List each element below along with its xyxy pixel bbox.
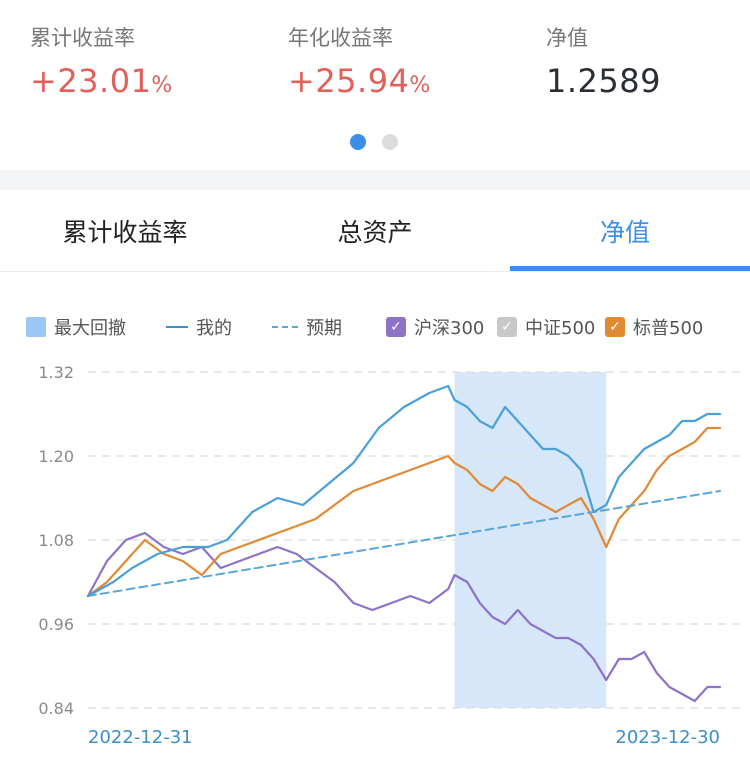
- net-value-stat[interactable]: 净值 1.2589: [546, 22, 661, 100]
- stat-label: 净值: [546, 26, 588, 50]
- legend-drawdown[interactable]: 最大回撤: [26, 313, 126, 341]
- section-divider: [0, 170, 750, 190]
- tab-bar: 累计收益率 总资产 净值: [0, 190, 750, 272]
- page-dot-2[interactable]: [382, 134, 398, 150]
- tab-cumulative-return[interactable]: 累计收益率: [62, 218, 188, 247]
- tab-total-assets[interactable]: 总资产: [337, 218, 413, 247]
- annualized-return-stat[interactable]: 年化收益率 +25.94%: [288, 22, 431, 100]
- drawdown-swatch: [26, 317, 46, 337]
- x-end-label: 2023-12-30: [615, 727, 720, 748]
- net-value-chart[interactable]: 1.32 1.20 1.08 0.96 0.84 2022-12-31 2023-12-30: [0, 350, 750, 769]
- legend-zz500[interactable]: ✓ 中证500: [497, 313, 595, 341]
- page-indicator: [350, 134, 398, 150]
- x-start-label: 2022-12-31: [88, 727, 193, 748]
- series-line-mine: [86, 384, 722, 598]
- tab-indicator: [510, 266, 750, 271]
- y-tick-label: 1.08: [38, 531, 74, 550]
- legend-expected[interactable]: 预期: [272, 313, 342, 341]
- sp500-checkbox-icon[interactable]: ✓: [605, 317, 625, 337]
- legend-label: 中证500: [525, 318, 596, 339]
- legend-label: 我的: [196, 318, 232, 339]
- stat-value: 1.2589: [546, 62, 661, 100]
- y-tick-label: 1.20: [38, 447, 74, 466]
- legend-label: 最大回撤: [54, 318, 126, 339]
- stat-value: +23.01%: [30, 62, 173, 100]
- y-tick-label: 1.32: [38, 363, 74, 382]
- series-line-hs300: [86, 531, 722, 703]
- zz500-checkbox-icon[interactable]: ✓: [497, 317, 517, 337]
- stat-value: +25.94%: [288, 62, 431, 100]
- legend-sp500[interactable]: ✓ 标普500: [605, 313, 703, 341]
- y-tick-label: 0.84: [38, 699, 74, 718]
- y-tick-label: 0.96: [38, 615, 74, 634]
- legend-label: 标普500: [633, 318, 704, 339]
- chart-legend: 最大回撤 我的 预期 ✓ 沪深300 ✓ 中证500 ✓ 标普500: [0, 313, 750, 341]
- stat-label: 累计收益率: [30, 26, 135, 50]
- legend-label: 预期: [306, 318, 342, 339]
- cumulative-return-stat[interactable]: 累计收益率 +23.01%: [30, 22, 173, 100]
- page-dot-1[interactable]: [350, 134, 366, 150]
- tab-net-value[interactable]: 净值: [599, 218, 650, 247]
- legend-hs300[interactable]: ✓ 沪深300: [386, 313, 484, 341]
- stats-panel: 累计收益率 +23.01% 年化收益率 +25.94% 净值 1.2589: [0, 0, 750, 170]
- legend-mine[interactable]: 我的: [166, 313, 232, 341]
- hs300-checkbox-icon[interactable]: ✓: [386, 317, 406, 337]
- expected-swatch: [272, 326, 298, 328]
- stat-label: 年化收益率: [288, 26, 393, 50]
- series-line-expected: [87, 490, 721, 597]
- mine-swatch: [166, 326, 188, 328]
- series-line-sp500: [86, 426, 722, 598]
- legend-label: 沪深300: [414, 318, 485, 339]
